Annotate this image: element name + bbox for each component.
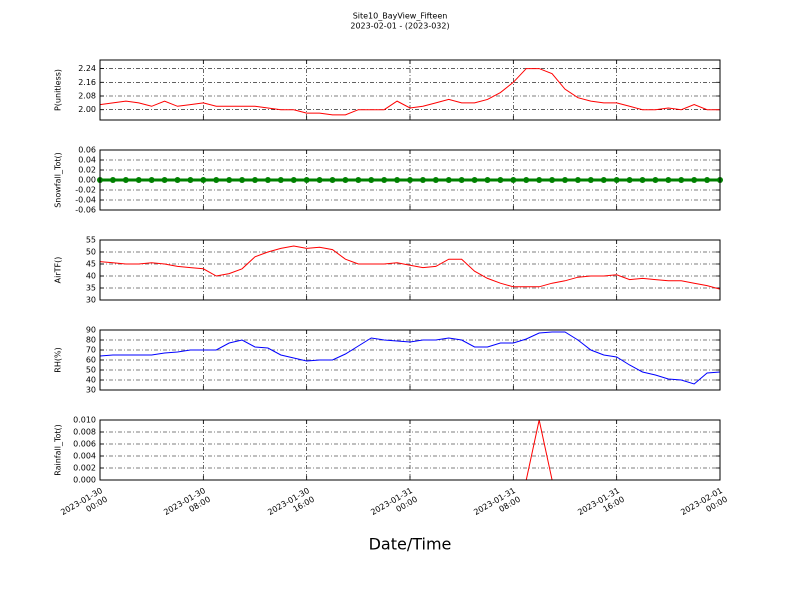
data-point [109,177,116,183]
data-point [613,177,620,183]
data-point [264,177,271,183]
data-point [368,177,375,183]
y-tick-label: 30 [86,296,96,305]
y-tick-label: 0.004 [73,452,96,461]
y-axis-label: AirTF() [54,257,63,284]
data-point [691,177,698,183]
data-point [626,177,633,183]
y-tick-label: 0.010 [73,416,96,425]
figure-subtitle: 2023-02-01 - (2023-032) [350,22,449,31]
data-point [200,177,207,183]
data-point [187,177,194,183]
data-point [316,177,323,183]
y-tick-label: 2.16 [78,78,96,87]
data-point [148,177,155,183]
data-point [342,177,349,183]
y-tick-label: 80 [86,336,96,345]
y-tick-label: 0.06 [78,146,96,155]
y-axis-label: RH(%) [54,347,63,372]
y-tick-label: 30 [86,386,96,395]
data-point [445,177,452,183]
y-tick-label: -0.06 [75,206,96,215]
data-point [174,177,181,183]
data-point [290,177,297,183]
data-point [704,177,711,183]
data-point [419,177,426,183]
data-line [100,245,720,290]
data-point [549,177,556,183]
y-tick-label: 2.00 [78,105,96,114]
plot-frame [99,329,721,391]
data-point [639,177,646,183]
data-point [523,177,530,183]
data-point [161,177,168,183]
y-tick-label: 70 [86,346,96,355]
plot-frame [99,419,721,481]
y-tick-label: 50 [86,366,96,375]
y-tick-label: 0.000 [73,476,96,485]
y-tick-label: 40 [86,272,96,281]
y-tick-label: 0.008 [73,428,96,437]
data-line [100,68,720,116]
data-point [497,177,504,183]
data-point [303,177,310,183]
plot-frame [99,239,721,301]
data-point [122,177,129,183]
data-point [432,177,439,183]
data-point [135,177,142,183]
y-tick-label: 60 [86,356,96,365]
data-point [407,177,413,183]
y-tick-label: 0.00 [78,176,96,185]
data-point [239,177,246,183]
data-point [355,177,362,183]
data-point [652,177,659,183]
y-tick-label: 45 [86,260,96,269]
data-point [458,177,465,183]
plot-frame [99,149,721,211]
data-point [329,177,336,183]
x-axis-label: Date/Time [369,535,452,554]
data-point [484,177,491,183]
y-tick-label: 40 [86,376,96,385]
data-point [213,177,220,183]
y-tick-label: 35 [86,284,96,293]
y-tick-label: 0.04 [78,156,96,165]
y-tick-label: -0.02 [75,186,96,195]
y-axis-label: Snowfall_Tot() [54,152,63,208]
data-point [252,177,258,183]
data-point [665,177,672,183]
data-point [587,177,594,183]
plot-frame [99,59,721,121]
data-point [381,177,388,183]
figure-title: Site10_BayView_Fifteen [353,12,448,21]
data-point [536,177,543,183]
data-point [600,177,607,183]
y-tick-label: 55 [86,236,96,245]
data-point [394,177,401,183]
y-tick-label: 0.02 [78,166,96,175]
y-tick-label: 2.08 [78,92,96,101]
data-point [574,177,581,183]
y-axis-label: Rainfall_Tot() [54,424,63,476]
data-line [100,331,720,385]
data-point [226,177,233,183]
y-tick-label: 0.002 [73,464,96,473]
y-tick-label: -0.04 [75,196,96,205]
y-tick-label: 90 [86,326,96,335]
data-point [678,177,685,183]
data-point [471,177,478,183]
data-point [510,177,517,183]
y-tick-label: 0.006 [73,440,96,449]
data-point [562,177,568,183]
y-tick-label: 2.24 [78,64,96,73]
data-point [277,177,284,183]
y-axis-label: P(unitless) [54,69,63,111]
y-tick-label: 50 [86,248,96,257]
